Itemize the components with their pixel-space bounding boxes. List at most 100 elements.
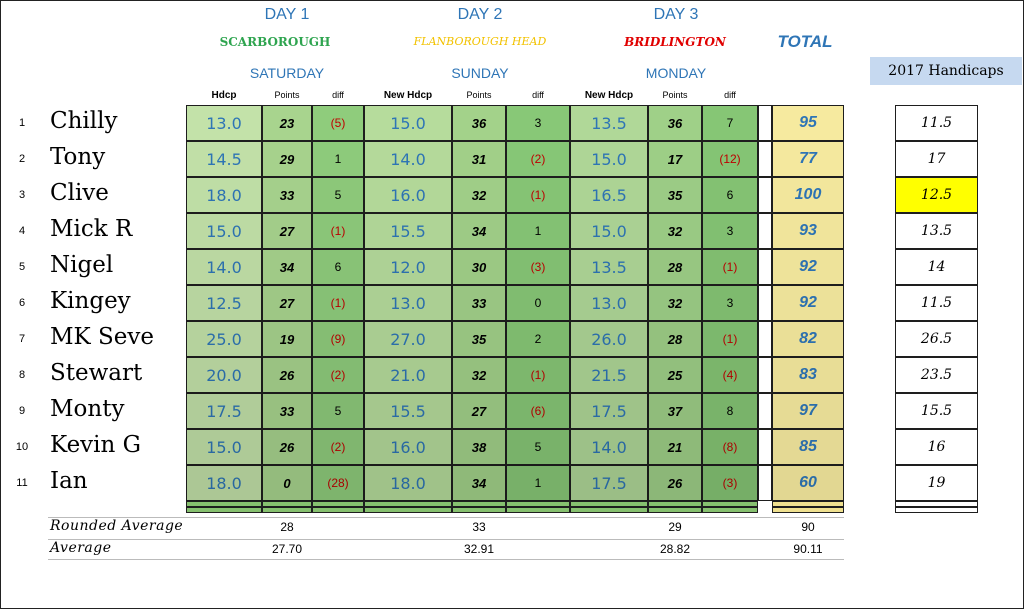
day2-diff-cell: 0 [506, 285, 570, 321]
day1-hdcp-cell: 15.0 [186, 213, 262, 249]
blank-row-cell [364, 507, 452, 513]
day3-hdcp-cell: 13.0 [570, 285, 648, 321]
day1-hdcp-cell: 13.0 [186, 105, 262, 141]
day3-diff-cell: (12) [702, 141, 758, 177]
day1-points-cell: 27 [262, 285, 312, 321]
day1-weekday: SATURDAY [249, 65, 325, 81]
day1-hdcp-cell: 18.0 [186, 465, 262, 501]
day3-diff-cell: 3 [702, 213, 758, 249]
day3-heading: DAY 3 [653, 6, 699, 23]
player-name: Nigel [50, 252, 114, 278]
blank-row-cell [364, 501, 452, 507]
blank-row-cell [895, 507, 978, 513]
day1-hdcp-cell: 17.5 [186, 393, 262, 429]
day1-diff-cell: (2) [312, 429, 364, 465]
col-points-day1: Points [274, 90, 300, 100]
day3-diff-cell: (1) [702, 249, 758, 285]
total-cell: 97 [772, 393, 844, 429]
total-cell: 100 [772, 177, 844, 213]
col-diff-day3: diff [724, 90, 736, 100]
handicap-2017-cell: 13.5 [895, 213, 978, 249]
day3-points-cell: 37 [648, 393, 702, 429]
handicap-2017-cell: 15.5 [895, 393, 978, 429]
total-cell: 95 [772, 105, 844, 141]
day1-points-cell: 0 [262, 465, 312, 501]
total-cell: 82 [772, 321, 844, 357]
day3-hdcp-cell: 15.0 [570, 141, 648, 177]
blank-row-cell [186, 501, 262, 507]
blank-row-cell [186, 507, 262, 513]
day3-diff-cell: (1) [702, 321, 758, 357]
spacer-cell [758, 465, 772, 501]
player-name: Stewart [50, 360, 143, 386]
day2-hdcp-cell: 13.0 [364, 285, 452, 321]
day2-diff-cell: 1 [506, 213, 570, 249]
player-name: MK Seve [50, 324, 155, 350]
day2-hdcp-cell: 16.0 [364, 177, 452, 213]
col-points-day2: Points [466, 90, 492, 100]
day1-points-cell: 34 [262, 249, 312, 285]
blank-row-cell [262, 501, 312, 507]
col-newhdcp-day3: New Hdcp [584, 90, 634, 101]
day2-points-cell: 38 [452, 429, 506, 465]
blank-row-cell [895, 501, 978, 507]
player-name: Clive [50, 180, 109, 206]
day3-hdcp-cell: 14.0 [570, 429, 648, 465]
row-number: 5 [18, 261, 26, 273]
day3-diff-cell: 3 [702, 285, 758, 321]
handicap-2017-cell: 16 [895, 429, 978, 465]
day2-points-cell: 33 [452, 285, 506, 321]
day1-hdcp-cell: 12.5 [186, 285, 262, 321]
day3-hdcp-cell: 13.5 [570, 249, 648, 285]
blank-row-cell [570, 501, 648, 507]
day3-hdcp-cell: 13.5 [570, 105, 648, 141]
row-number: 6 [18, 297, 26, 309]
day1-diff-cell: (1) [312, 285, 364, 321]
day2-diff-cell: 2 [506, 321, 570, 357]
player-name: Kingey [50, 288, 131, 314]
day3-points-cell: 21 [648, 429, 702, 465]
blank-row-cell [312, 501, 364, 507]
blank-row-cell [772, 507, 844, 513]
handicap-2017-cell: 11.5 [895, 105, 978, 141]
col-points-day3: Points [662, 90, 688, 100]
day3-points-cell: 32 [648, 213, 702, 249]
day3-diff-cell: 8 [702, 393, 758, 429]
day1-diff-cell: (1) [312, 213, 364, 249]
footer-divider [48, 539, 844, 540]
spacer-cell [758, 249, 772, 285]
day3-points-cell: 28 [648, 249, 702, 285]
day2-hdcp-cell: 27.0 [364, 321, 452, 357]
day2-points-cell: 30 [452, 249, 506, 285]
row-number: 11 [16, 477, 28, 489]
day1-hdcp-cell: 20.0 [186, 357, 262, 393]
day3-points-cell: 17 [648, 141, 702, 177]
row-number: 4 [18, 225, 26, 237]
day3-hdcp-cell: 26.0 [570, 321, 648, 357]
total-cell: 92 [772, 249, 844, 285]
day2-diff-cell: 5 [506, 429, 570, 465]
day1-heading: DAY 1 [264, 6, 310, 23]
player-name: Monty [50, 396, 125, 422]
blank-row-cell [702, 501, 758, 507]
day1-points-cell: 33 [262, 177, 312, 213]
day3-points-cell: 36 [648, 105, 702, 141]
day3-weekday: MONDAY [645, 65, 707, 81]
day3-points-cell: 25 [648, 357, 702, 393]
blank-row-cell [312, 507, 364, 513]
day2-hdcp-cell: 21.0 [364, 357, 452, 393]
blank-row-cell [772, 501, 844, 507]
blank-row-cell [452, 507, 506, 513]
day1-hdcp-cell: 14.5 [186, 141, 262, 177]
day2-hdcp-cell: 16.0 [364, 429, 452, 465]
day1-points-cell: 33 [262, 393, 312, 429]
col-diff-day1: diff [332, 90, 344, 100]
spacer-cell [758, 429, 772, 465]
handicap-2017-cell: 14 [895, 249, 978, 285]
total-heading: TOTAL [777, 32, 833, 51]
row-number: 7 [18, 333, 26, 345]
player-name: Kevin G [50, 432, 142, 458]
blank-row-cell [506, 501, 570, 507]
day3-points-cell: 32 [648, 285, 702, 321]
spacer-cell [758, 177, 772, 213]
